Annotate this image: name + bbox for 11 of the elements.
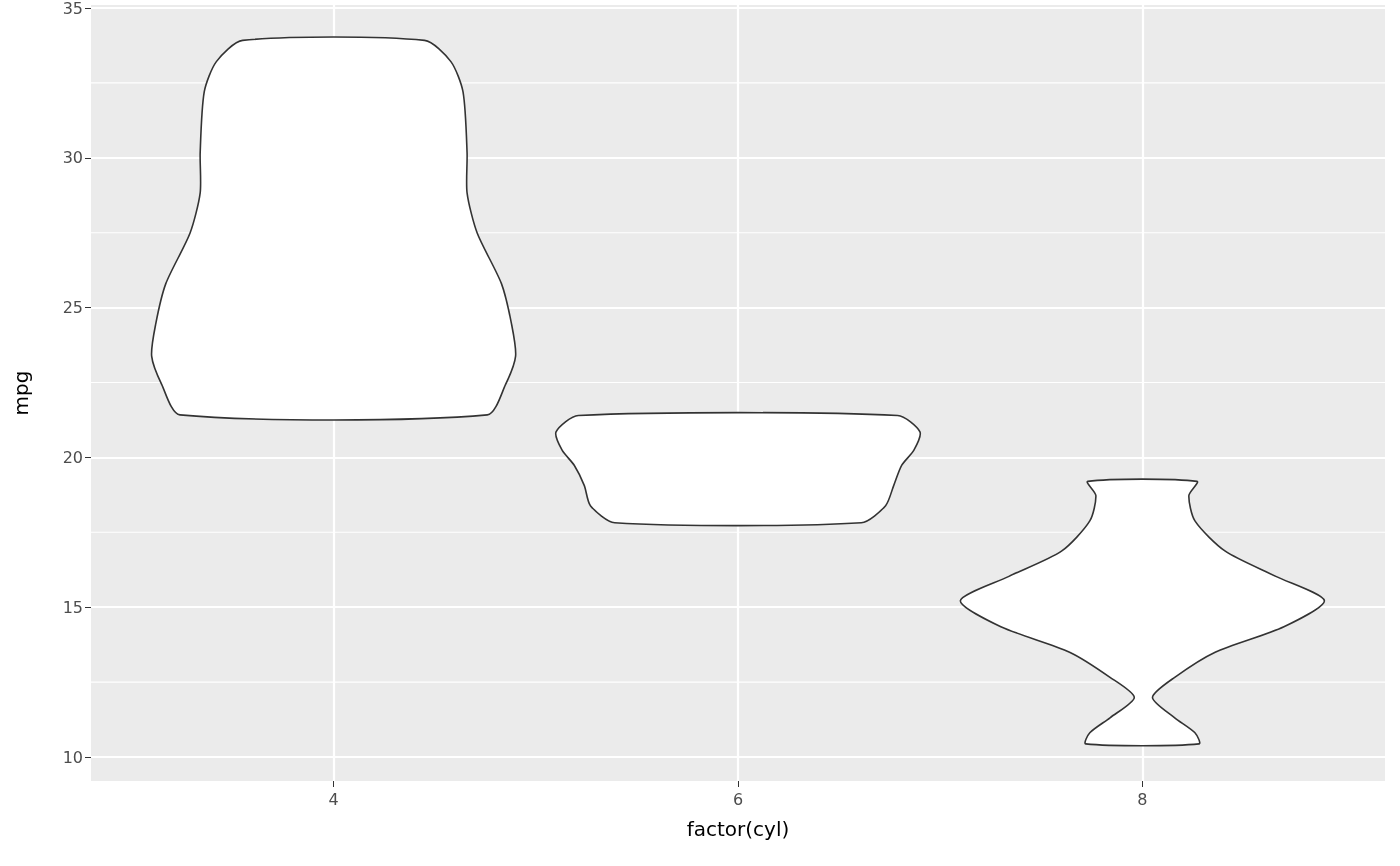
- y-tick-label: 35: [62, 0, 83, 18]
- x-tick-label: 6: [732, 789, 744, 809]
- y-tick-label: 30: [62, 148, 83, 168]
- y-tick-label: 25: [62, 298, 83, 318]
- y-axis-title: mpg: [9, 370, 33, 416]
- x-axis-title: factor(cyl): [686, 817, 790, 841]
- y-tick-label: 15: [62, 597, 83, 617]
- x-tick-label: 4: [328, 789, 339, 809]
- x-tick-label: 8: [1137, 789, 1148, 809]
- y-tick-label: 20: [62, 447, 83, 467]
- y-tick-label: 10: [62, 747, 83, 767]
